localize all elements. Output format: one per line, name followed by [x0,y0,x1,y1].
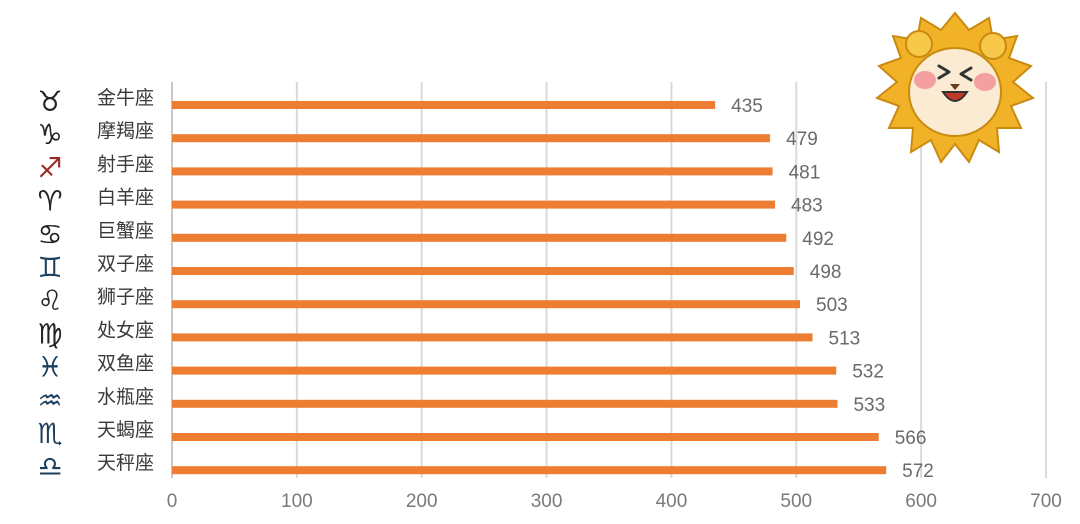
category-label: 巨蟹座 [97,220,154,242]
x-tick-label: 400 [656,491,688,512]
libra-icon: ♎ [37,450,62,483]
taurus-icon: ♉ [37,85,62,118]
data-label: 533 [853,395,885,416]
x-tick-label: 300 [531,491,563,512]
scorpio-icon: ♏ [37,417,62,450]
category-label: 天秤座 [97,452,154,474]
cancer-icon: ♋ [37,218,62,251]
virgo-icon: ♍ [37,317,62,350]
x-tick-label: 0 [167,491,178,512]
bar-group: 435 479 481 483 492 498 503 513 532 533 566 572 [172,96,934,482]
category-label: 摩羯座 [97,120,154,142]
lion-mascot-icon [874,11,1036,164]
bar [172,167,773,176]
bar [172,399,838,408]
bar [172,134,771,143]
data-label: 503 [816,295,848,316]
bar [172,200,776,209]
bar [172,300,801,309]
category-label: 射手座 [97,153,154,175]
aquarius-icon: ♒ [37,384,62,417]
data-label: 566 [895,428,927,449]
capricorn-icon: ♑ [37,118,62,151]
bar [172,333,813,342]
category-label: 天蝎座 [97,419,154,441]
zodiac-icons: ♉♑♐♈♋♊♌♍♓♒♏♎ [37,85,62,483]
x-tick-label: 600 [905,491,937,512]
x-tick-label: 100 [281,491,313,512]
gemini-icon: ♊ [37,251,62,284]
category-label: 狮子座 [97,286,154,308]
category-label: 白羊座 [97,187,154,209]
x-axis-ticks: 0 100 200 300 400 500 600 700 [167,491,1062,512]
data-label: 572 [902,461,934,482]
leo-icon: ♌ [37,284,62,317]
data-label: 532 [852,362,884,383]
category-label: 双子座 [97,253,154,275]
aries-icon: ♈ [37,185,62,218]
data-label: 483 [791,196,823,217]
data-label: 513 [829,328,861,349]
x-tick-label: 200 [406,491,438,512]
category-label: 水瓶座 [97,386,154,408]
category-label: 双鱼座 [97,353,154,375]
bar [172,433,879,441]
category-label: 处女座 [97,319,154,341]
bar [172,233,787,242]
x-tick-label: 500 [780,491,812,512]
grid-lines [171,82,1047,478]
category-label: 金牛座 [97,87,154,109]
data-label: 481 [789,162,821,183]
data-label: 479 [786,129,818,150]
sagittarius-icon: ♐ [37,151,62,184]
bar [172,101,716,109]
data-label: 492 [802,229,834,250]
data-label: 435 [731,96,763,117]
bar [172,366,837,375]
pisces-icon: ♓ [37,351,62,384]
bar [172,267,794,275]
data-label: 498 [810,262,842,283]
bar [172,466,887,475]
x-tick-label: 700 [1030,491,1062,512]
